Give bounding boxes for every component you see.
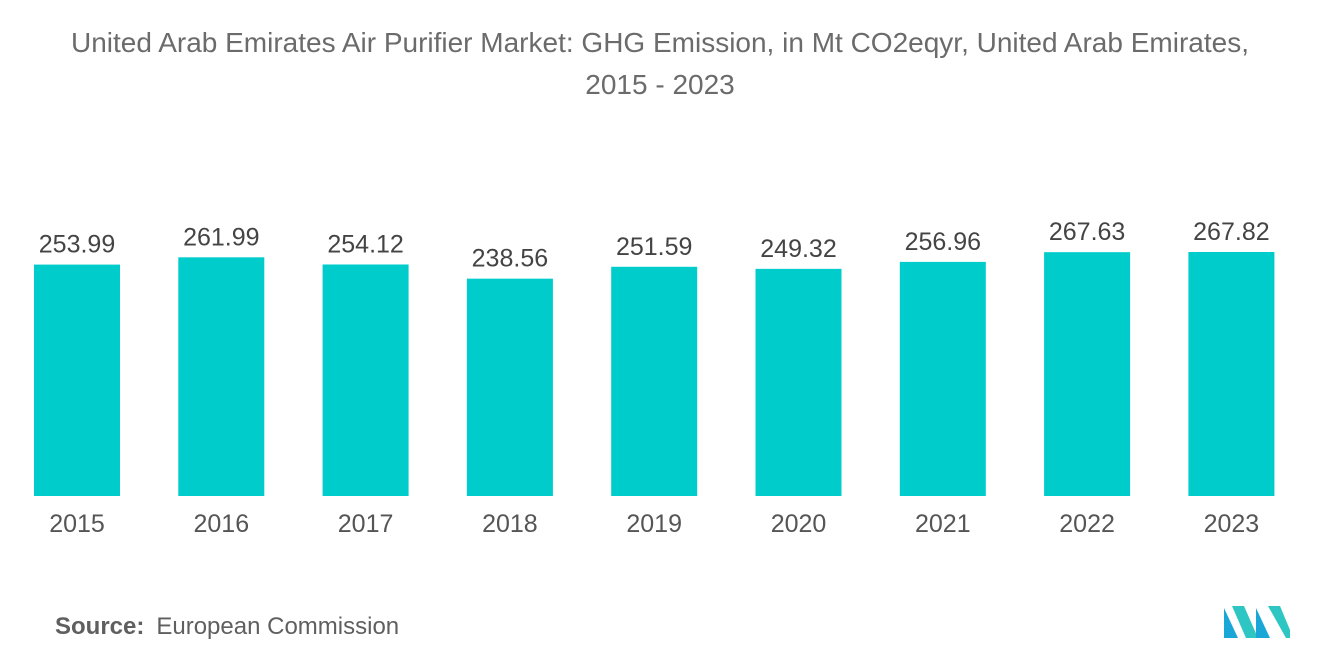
chart-title: United Arab Emirates Air Purifier Market… (71, 27, 1249, 100)
bar-2021 (899, 261, 986, 496)
x-tick-2020: 2020 (771, 510, 827, 538)
bar-2017 (322, 264, 409, 496)
x-tick-2022: 2022 (1059, 510, 1115, 538)
x-tick-2015: 2015 (49, 510, 105, 538)
data-label-2016: 261.99 (183, 223, 259, 251)
source-note: Source: European Commission (55, 613, 399, 641)
data-label-2017: 254.12 (327, 230, 403, 258)
source-value: European Commission (156, 613, 400, 640)
x-tick-2018: 2018 (482, 510, 538, 538)
x-tick-2016: 2016 (193, 510, 249, 538)
x-tick-2021: 2021 (915, 510, 971, 538)
bar-2023 (1188, 252, 1275, 496)
data-label-2018: 238.56 (472, 245, 548, 273)
data-label-2019: 251.59 (616, 233, 692, 261)
source-label: Source: (55, 613, 145, 640)
data-label-2015: 253.99 (39, 231, 115, 259)
bar-2022 (1044, 252, 1131, 496)
bar-2019 (611, 266, 698, 496)
data-label-2023: 267.82 (1193, 218, 1269, 246)
data-label-2021: 256.96 (905, 228, 981, 256)
bar-2020 (755, 268, 842, 496)
bar-chart: 253.99 2015 261.99 2016 254.12 2017 238.56 2018… (34, 218, 1275, 538)
x-tick-2023: 2023 (1204, 510, 1260, 538)
bar-2018 (466, 278, 553, 496)
bar-2015 (34, 264, 120, 496)
x-tick-2019: 2019 (626, 510, 682, 538)
data-label-2020: 249.32 (760, 235, 836, 263)
mordor-intelligence-logo-icon (1224, 606, 1290, 638)
x-tick-2017: 2017 (338, 510, 394, 538)
bar-2016 (178, 257, 265, 496)
data-label-2022: 267.63 (1049, 218, 1125, 246)
